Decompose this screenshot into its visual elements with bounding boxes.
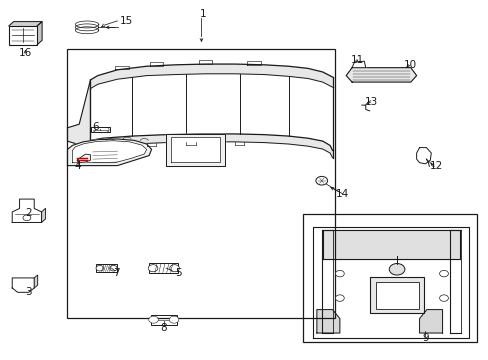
Bar xyxy=(149,263,178,273)
Polygon shape xyxy=(34,275,38,288)
Polygon shape xyxy=(351,61,365,68)
Text: 8: 8 xyxy=(160,323,167,333)
Polygon shape xyxy=(41,208,45,222)
Circle shape xyxy=(148,265,158,272)
Bar xyxy=(67,49,335,318)
Polygon shape xyxy=(312,227,468,338)
Circle shape xyxy=(439,270,447,277)
Circle shape xyxy=(335,295,344,301)
Polygon shape xyxy=(67,80,90,148)
Polygon shape xyxy=(90,134,332,158)
Bar xyxy=(9,26,37,45)
Polygon shape xyxy=(171,137,220,162)
Bar xyxy=(375,282,418,309)
Circle shape xyxy=(439,295,447,301)
Polygon shape xyxy=(37,22,42,45)
Text: 11: 11 xyxy=(349,55,363,66)
Circle shape xyxy=(169,316,179,323)
Text: 16: 16 xyxy=(19,48,32,58)
Text: 9: 9 xyxy=(421,333,428,343)
Circle shape xyxy=(169,265,179,272)
Circle shape xyxy=(315,176,327,185)
Text: 5: 5 xyxy=(175,268,182,278)
Text: 10: 10 xyxy=(404,60,416,70)
Polygon shape xyxy=(166,134,224,166)
Text: 3: 3 xyxy=(25,287,32,297)
Polygon shape xyxy=(12,199,41,222)
Polygon shape xyxy=(67,139,151,166)
Polygon shape xyxy=(90,64,332,89)
Bar xyxy=(303,214,476,342)
Bar xyxy=(96,264,117,272)
Polygon shape xyxy=(346,68,416,82)
Polygon shape xyxy=(9,22,42,26)
Text: 12: 12 xyxy=(428,161,442,171)
Text: 6: 6 xyxy=(92,122,99,132)
Circle shape xyxy=(109,265,117,271)
Polygon shape xyxy=(72,141,146,163)
Text: 15: 15 xyxy=(119,16,133,26)
Text: 7: 7 xyxy=(113,268,120,278)
Polygon shape xyxy=(316,310,339,333)
Circle shape xyxy=(335,270,344,277)
Text: 4: 4 xyxy=(74,161,81,171)
Text: 2: 2 xyxy=(25,208,32,218)
Bar xyxy=(369,277,424,313)
Bar xyxy=(150,315,177,325)
Circle shape xyxy=(388,264,404,275)
Polygon shape xyxy=(416,148,430,164)
Circle shape xyxy=(96,265,103,271)
Text: 13: 13 xyxy=(364,96,378,107)
Polygon shape xyxy=(77,154,90,163)
Text: 14: 14 xyxy=(335,189,348,199)
Bar xyxy=(91,127,109,132)
Circle shape xyxy=(148,316,158,323)
Polygon shape xyxy=(322,230,459,259)
Polygon shape xyxy=(12,278,34,292)
Polygon shape xyxy=(419,310,442,333)
Circle shape xyxy=(23,215,31,221)
Text: 1: 1 xyxy=(199,9,206,19)
